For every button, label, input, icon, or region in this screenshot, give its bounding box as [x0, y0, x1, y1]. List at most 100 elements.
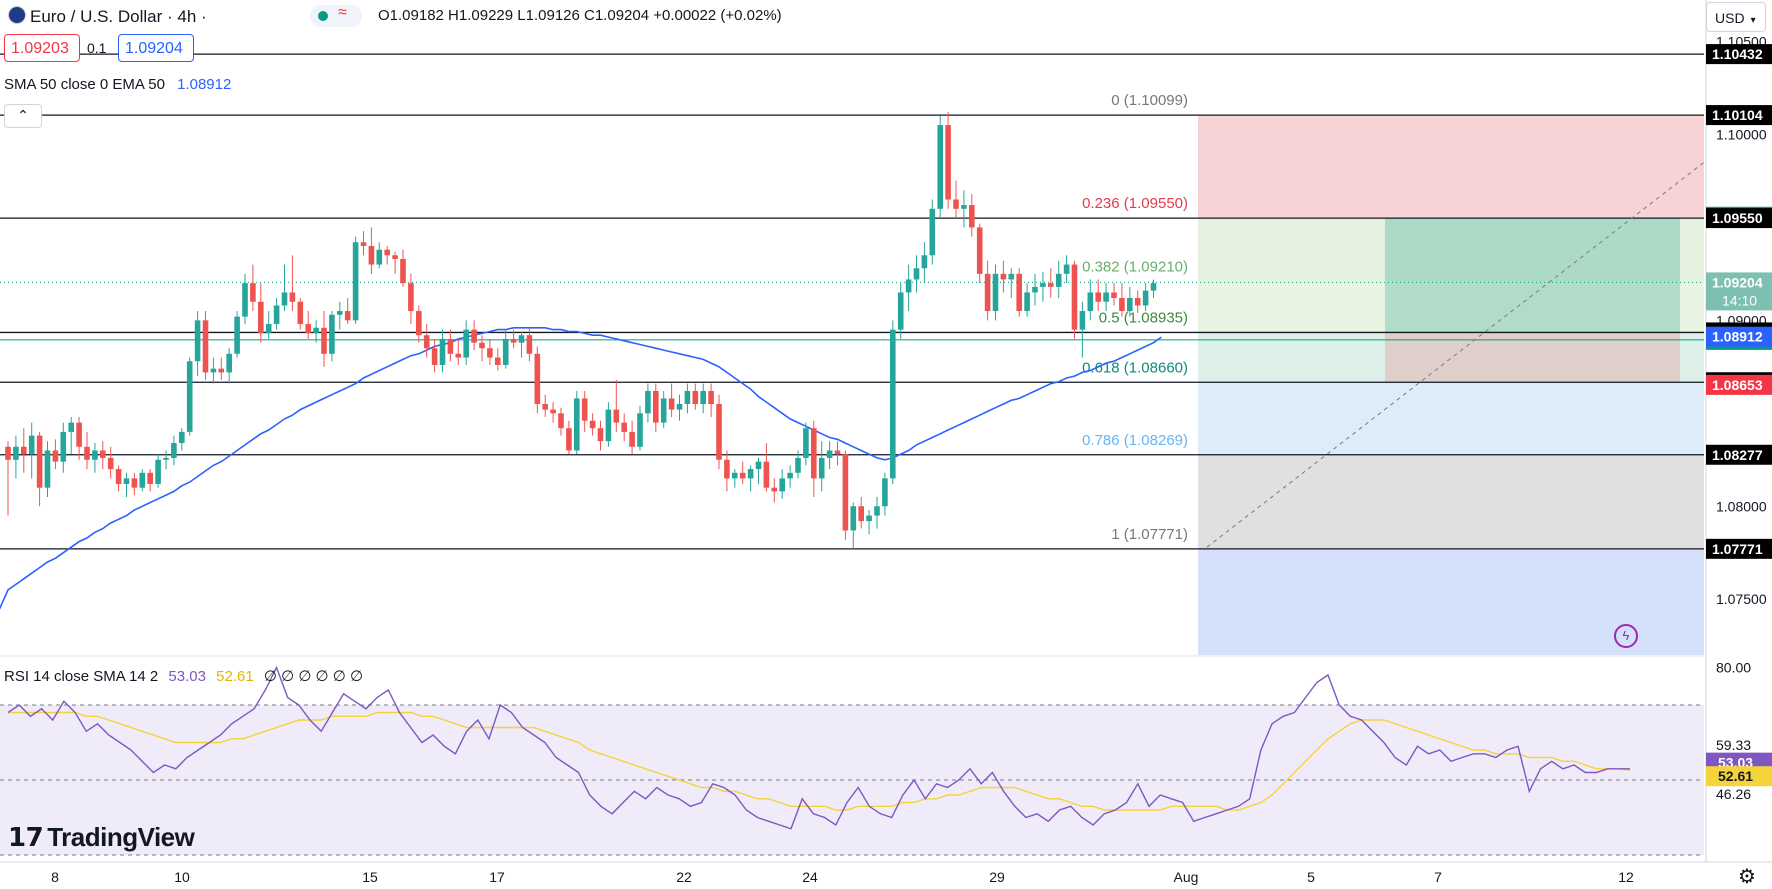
candle-body: [992, 273, 999, 312]
candle-body: [21, 446, 27, 455]
chevron-down-icon: ▾: [1750, 15, 1756, 26]
candle-body: [431, 348, 438, 365]
candle-body: [605, 409, 612, 442]
candle-body: [471, 329, 477, 343]
indicator-legend[interactable]: SMA 50 close 0 EMA 50 1.08912: [4, 76, 231, 93]
candle-body: [613, 409, 620, 423]
candle-body: [866, 515, 872, 522]
time-tick-label: Aug: [1174, 869, 1199, 885]
candle-body: [344, 311, 351, 321]
candle-body: [107, 457, 114, 470]
status-dot-icon: [318, 11, 328, 21]
candle-body: [566, 428, 572, 451]
currency-selector[interactable]: USD ▾: [1706, 2, 1766, 32]
candle-body: [321, 327, 327, 354]
candle-body: [416, 311, 422, 336]
candle-body: [1000, 273, 1007, 280]
candle-body: [739, 472, 746, 479]
fib-zone: [1198, 115, 1704, 219]
price-tick-label: 1.08000: [1716, 498, 1767, 514]
time-tick-label: 10: [174, 869, 190, 885]
candle-body: [660, 398, 667, 423]
rsi-legend[interactable]: RSI 14 close SMA 14 2 53.03 52.61 ∅ ∅ ∅ …: [4, 667, 363, 685]
candle-body: [400, 258, 406, 284]
candle-body: [52, 450, 59, 462]
gear-icon[interactable]: ⚙: [1738, 866, 1756, 888]
rsi-tick-label: 46.26: [1716, 786, 1751, 802]
fib-zone: [1198, 332, 1704, 383]
candle-body: [945, 125, 951, 200]
symbol-title[interactable]: Euro / U.S. Dollar · 4h ·: [8, 6, 207, 27]
candle-body: [439, 338, 446, 365]
price-tag: [1706, 374, 1772, 395]
candle-body: [44, 450, 51, 488]
price-axis-bg: [1706, 0, 1772, 888]
candle-body: [313, 327, 319, 334]
fib-label: 0.786 (1.08269): [1082, 432, 1188, 449]
price-tag: [1706, 538, 1772, 559]
candle-body: [368, 245, 375, 265]
candle-body: [1016, 273, 1022, 312]
candle-body: [155, 459, 161, 484]
candle-body: [668, 398, 675, 410]
candle-body: [194, 320, 201, 362]
candle-body: [1024, 292, 1030, 312]
price-tag-label: 1.08912: [1712, 329, 1763, 345]
candle-body: [487, 348, 493, 358]
candle-body: [581, 398, 588, 421]
candle-body: [1134, 298, 1141, 306]
candle-body: [550, 409, 556, 414]
candle-body: [1119, 298, 1125, 312]
candle-body: [787, 472, 793, 479]
time-tick-label: 29: [989, 869, 1005, 885]
wave-icon: ≈: [338, 4, 347, 21]
trend-line: [1206, 161, 1705, 548]
candle-body: [890, 329, 896, 479]
candle-body: [882, 478, 888, 507]
candle-body: [171, 443, 177, 458]
collapse-legend-button[interactable]: ⌃: [4, 104, 42, 128]
candle-body: [408, 283, 414, 312]
candle-body: [1040, 283, 1046, 287]
candle-body: [131, 478, 138, 488]
price-tag-label: 1.10432: [1712, 46, 1763, 62]
rsi-ma-line: [8, 711, 1631, 811]
time-tick-label: 7: [1434, 869, 1442, 885]
candle-body: [755, 461, 762, 470]
candle-body: [13, 446, 19, 460]
price-tag-label: 1.10104: [1712, 107, 1763, 123]
bid-price-button[interactable]: 1.09203: [4, 34, 80, 62]
candle-body: [961, 205, 967, 209]
price-tick-label: 1.10000: [1716, 126, 1767, 142]
candle-body: [771, 487, 778, 492]
candle-body: [645, 390, 651, 414]
position-profit-zone: [1385, 218, 1680, 333]
candle-body: [289, 292, 296, 302]
price-tag: [1706, 208, 1772, 229]
time-tick-label: 24: [802, 869, 818, 885]
fib-zone: [1198, 281, 1704, 333]
price-tag-label: 1.09550: [1712, 210, 1763, 226]
candle-body: [700, 390, 706, 405]
fib-label: 0.618 (1.08660): [1082, 359, 1188, 376]
fib-label: 1 (1.07771): [1111, 526, 1188, 543]
rsi-label: RSI 14 close SMA 14 2: [4, 668, 159, 685]
tradingview-logo[interactable]: 𝟭𝟳 TradingView: [8, 822, 195, 852]
candle-body: [1111, 292, 1117, 299]
fib-zone: [1198, 382, 1704, 455]
time-tick-label: 5: [1307, 869, 1315, 885]
indicator-value: 1.08912: [177, 76, 232, 93]
price-tag-label: 1.08653: [1712, 377, 1763, 393]
candle-body: [297, 301, 304, 325]
candle-body: [76, 422, 82, 447]
candle-body: [447, 338, 454, 354]
market-status-badge[interactable]: ≈: [310, 4, 362, 27]
candle-body: [937, 125, 943, 209]
candle-body: [1087, 292, 1094, 312]
candle-body: [969, 205, 975, 228]
candle-body: [242, 283, 248, 317]
flash-icon[interactable]: ϟ: [1614, 624, 1638, 648]
rsi-value: 53.03: [168, 668, 206, 685]
ask-price-button[interactable]: 1.09204: [118, 34, 194, 62]
